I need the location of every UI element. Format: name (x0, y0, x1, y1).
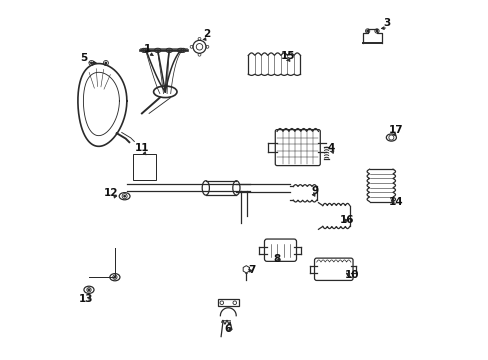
Text: 11: 11 (134, 143, 149, 153)
Text: 14: 14 (387, 197, 402, 207)
Circle shape (375, 30, 377, 32)
Text: 17: 17 (387, 125, 402, 135)
Text: 10: 10 (345, 270, 359, 280)
Circle shape (91, 62, 92, 64)
Text: 9: 9 (310, 186, 318, 196)
Text: 7: 7 (247, 265, 255, 275)
Text: 5: 5 (81, 53, 88, 63)
Text: 13: 13 (79, 294, 93, 304)
Text: 3: 3 (382, 18, 389, 28)
Text: 2: 2 (203, 29, 210, 39)
Text: 6: 6 (224, 324, 231, 334)
Text: 12: 12 (104, 188, 118, 198)
Bar (217, 299, 239, 306)
Text: 8: 8 (273, 254, 280, 264)
Text: 1: 1 (143, 44, 151, 54)
Text: 4: 4 (326, 143, 334, 153)
Circle shape (366, 30, 367, 32)
Text: 16: 16 (339, 215, 354, 225)
Text: 15: 15 (280, 51, 294, 61)
Circle shape (88, 289, 89, 291)
Bar (133, 154, 155, 180)
Circle shape (114, 276, 115, 278)
Circle shape (123, 195, 125, 197)
Circle shape (105, 62, 106, 64)
